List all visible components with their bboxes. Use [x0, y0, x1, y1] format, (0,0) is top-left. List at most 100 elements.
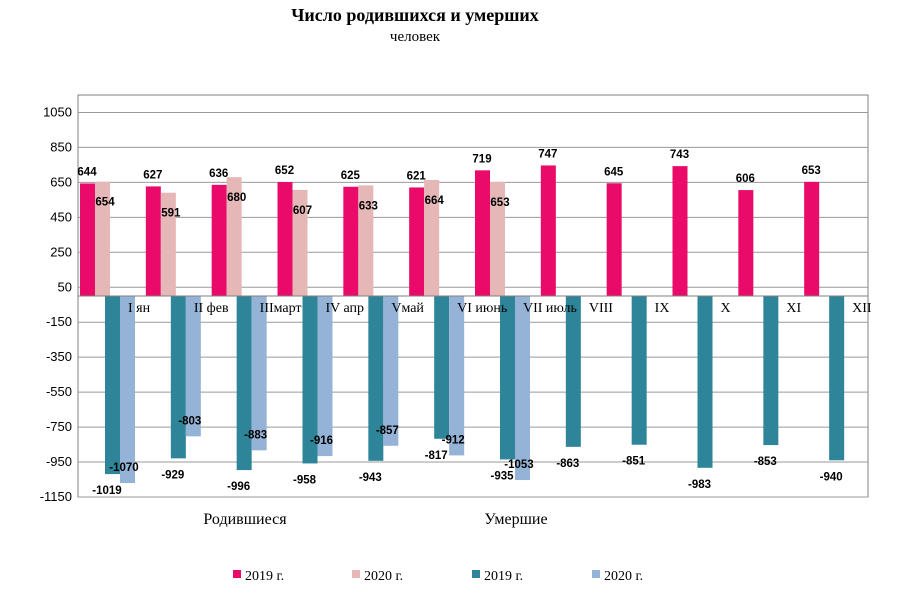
- x-tick-label: IV апр: [326, 301, 365, 316]
- data-label: 653: [802, 165, 821, 177]
- y-tick-label: -1150: [40, 489, 72, 504]
- bar-series-3: [185, 296, 201, 437]
- data-label: -1053: [504, 459, 533, 471]
- data-label: 607: [293, 205, 312, 217]
- data-label: -853: [754, 456, 777, 468]
- data-label: -943: [359, 472, 382, 484]
- bar-series-2: [763, 296, 779, 446]
- bar-series-2: [829, 296, 845, 461]
- bar-series-2: [500, 296, 515, 460]
- legend-entry: 2020 г.: [364, 569, 403, 584]
- data-label: -863: [556, 458, 579, 470]
- data-label: -1070: [109, 462, 138, 474]
- bar-series-3: [120, 296, 135, 484]
- y-tick-label: -550: [46, 384, 72, 399]
- data-label: 664: [425, 195, 445, 207]
- data-label: -983: [688, 479, 711, 491]
- bar-series-2: [631, 296, 647, 445]
- bar-series-0: [540, 165, 556, 296]
- legend-swatch: [472, 570, 480, 578]
- bar-series-1: [358, 185, 374, 296]
- bar-series-2: [170, 296, 186, 459]
- legend-entry: 2019 г.: [245, 569, 284, 584]
- bar-series-0: [672, 166, 688, 296]
- bar-series-1: [490, 181, 505, 296]
- y-tick-label: 50: [58, 279, 72, 294]
- legend-entry: 2019 г.: [484, 569, 523, 584]
- x-tick-label: XI: [786, 301, 801, 316]
- legend-entry: 2020 г.: [604, 569, 643, 584]
- data-label: 743: [670, 149, 689, 161]
- legend-swatch: [592, 570, 600, 578]
- bar-series-0: [145, 186, 161, 296]
- bar-series-1: [424, 179, 440, 296]
- bar-series-2: [565, 296, 581, 447]
- bar-series-3: [515, 296, 530, 481]
- data-label: -1019: [92, 485, 121, 497]
- y-tick-label: -150: [46, 314, 72, 329]
- bar-series-1: [226, 177, 242, 296]
- bar-series-3: [251, 296, 267, 451]
- bar-series-1: [95, 181, 110, 296]
- bar-series-2: [105, 296, 120, 475]
- x-tick-label: I ян: [128, 301, 151, 316]
- x-tick-label: II фев: [194, 301, 229, 316]
- data-label: -851: [622, 456, 646, 468]
- data-label: 621: [407, 170, 427, 182]
- data-label: 747: [538, 148, 557, 160]
- data-label: 652: [275, 165, 294, 177]
- y-tick-label: 850: [50, 139, 72, 154]
- data-label: 633: [359, 200, 378, 212]
- data-label: 645: [604, 166, 624, 178]
- y-tick-label: 650: [50, 174, 72, 189]
- data-label: 719: [472, 153, 491, 165]
- group-label-births: Родившиеся: [203, 511, 287, 528]
- data-label: -996: [227, 481, 250, 493]
- x-tick-label: VIII: [589, 301, 613, 316]
- bar-series-3: [317, 296, 333, 457]
- bar-series-3: [383, 296, 399, 446]
- data-label: 606: [736, 173, 755, 185]
- data-label: -883: [244, 429, 267, 441]
- x-tick-label: IIIмарт: [260, 301, 302, 316]
- bar-series-2: [302, 296, 318, 464]
- x-tick-label: Vмай: [391, 301, 424, 316]
- data-label: -817: [425, 450, 448, 462]
- bar-series-2: [434, 296, 450, 439]
- x-tick-label: VI июнь: [457, 301, 507, 316]
- bar-series-1: [292, 189, 308, 296]
- data-label: -929: [161, 469, 184, 481]
- y-tick-label: 1050: [43, 104, 72, 119]
- bar-series-0: [211, 184, 227, 296]
- chart-subtitle: человек: [389, 29, 441, 45]
- data-label: 627: [143, 169, 162, 181]
- y-tick-label: 450: [50, 209, 72, 224]
- data-label: 625: [341, 170, 361, 182]
- data-label: 644: [77, 166, 97, 178]
- y-tick-label: -750: [46, 419, 72, 434]
- bar-series-2: [697, 296, 713, 468]
- bar-series-2: [368, 296, 384, 461]
- data-label: -916: [310, 435, 333, 447]
- group-label-deaths: Умершие: [484, 511, 547, 528]
- bar-series-0: [738, 190, 754, 296]
- data-label: -958: [293, 474, 317, 486]
- x-tick-label: IX: [655, 301, 670, 316]
- bar-series-0: [409, 187, 425, 296]
- bar-series-3: [449, 296, 465, 456]
- data-label: -940: [820, 471, 843, 483]
- data-label: 636: [209, 168, 228, 180]
- bar-series-0: [80, 183, 95, 296]
- y-tick-label: -350: [46, 349, 72, 364]
- data-label: 654: [95, 197, 115, 209]
- data-label: 591: [161, 208, 181, 220]
- data-label: -857: [376, 425, 399, 437]
- bar-series-0: [343, 186, 359, 296]
- y-tick-label: -950: [46, 454, 72, 469]
- bar-series-0: [475, 170, 490, 296]
- bar-series-0: [606, 183, 622, 296]
- data-label: -912: [442, 434, 465, 446]
- chart-title: Число родившихся и умерших: [291, 5, 539, 25]
